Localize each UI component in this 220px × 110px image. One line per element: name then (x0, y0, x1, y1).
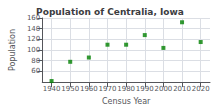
svg-text:100: 100 (27, 46, 40, 54)
svg-text:1970: 1970 (99, 85, 117, 93)
svg-text:2000: 2000 (154, 85, 172, 93)
svg-text:2020: 2020 (192, 85, 210, 93)
svg-text:1980: 1980 (117, 85, 135, 93)
svg-text:140: 140 (27, 25, 40, 33)
svg-text:Census Year: Census Year (102, 97, 151, 106)
svg-text:2010: 2010 (173, 85, 191, 93)
svg-text:1960: 1960 (80, 85, 98, 93)
svg-text:60: 60 (31, 67, 40, 75)
svg-text:120: 120 (27, 35, 40, 43)
svg-text:1950: 1950 (61, 85, 79, 93)
svg-text:1990: 1990 (136, 85, 154, 93)
svg-text:Population of Centralia, Iowa: Population of Centralia, Iowa (36, 7, 184, 17)
svg-text:160: 160 (26, 14, 41, 22)
svg-text:80: 80 (31, 57, 40, 65)
svg-text:1940: 1940 (43, 85, 61, 93)
svg-text:Population: Population (8, 29, 17, 71)
